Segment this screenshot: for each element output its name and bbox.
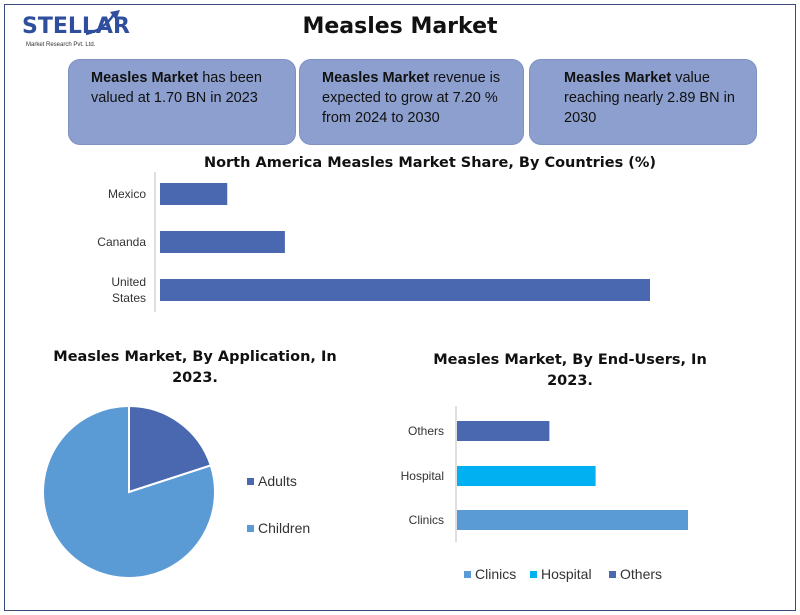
stat-card-valuation: Measles Market has been valued at 1.70 B… — [68, 59, 296, 145]
stellar-logo: STELLAR Market Research Pvt. Ltd. — [22, 8, 130, 54]
pie-slice-adults — [128, 404, 213, 494]
card-line2: valued at 1.70 BN in 2023 — [91, 90, 258, 106]
card-line1: revenue is — [429, 70, 501, 86]
card-line1: has been — [198, 70, 262, 86]
chart-title-endusers: Measles Market, By End-Users, In 2023. — [433, 352, 707, 389]
legend-swatch — [247, 525, 254, 532]
legend-swatch — [609, 571, 616, 578]
category-label: Hospital — [401, 469, 444, 483]
legend-label: Children — [258, 520, 310, 536]
legend-label: Clinics — [475, 566, 516, 582]
bar-mexico — [160, 183, 228, 205]
legend-swatch — [247, 478, 254, 485]
legend-label: Others — [620, 566, 662, 582]
pie-slice-children — [42, 404, 216, 579]
bar-clinics — [457, 510, 688, 530]
card-line2: reaching nearly 2.89 BN in — [564, 90, 735, 106]
logo-arrow-icon — [85, 10, 120, 36]
endusers-bar-chart: Others Hospital Clinics Clinics Hospital Othe… — [401, 406, 688, 582]
legend-swatch — [464, 571, 471, 578]
chart-title-countries: North America Measles Market Share, By C… — [203, 155, 657, 171]
stat-card-forecast: Measles Market value reaching nearly 2.8… — [529, 59, 757, 145]
logo-text: STELLAR — [22, 14, 130, 39]
stat-card-growth: Measles Market revenue is expected to gr… — [299, 59, 524, 145]
chart-title-application: Measles Market, By Application, In 2023. — [53, 349, 337, 386]
countries-bar-chart: Mexico Cananda United States — [97, 172, 650, 312]
card-line2: expected to grow at 7.20 % — [322, 90, 498, 106]
card-line1: value — [671, 70, 710, 86]
bar-cananda — [160, 231, 285, 253]
legend-label: Adults — [258, 473, 297, 489]
page-title: Measles Market — [302, 14, 498, 39]
category-label: Cananda — [97, 235, 146, 249]
bar-hospital — [457, 466, 596, 486]
category-label: Clinics — [409, 513, 444, 527]
bar-others — [457, 421, 550, 441]
card-bold: Measles Market — [564, 70, 672, 86]
legend-label: Hospital — [541, 566, 592, 582]
card-bold: Measles Market — [322, 70, 430, 86]
application-pie-chart: Adults Children — [42, 404, 310, 579]
category-label: Others — [408, 424, 444, 438]
card-bold: Measles Market — [91, 70, 199, 86]
card-line3: from 2024 to 2030 — [322, 110, 440, 126]
legend-swatch — [530, 571, 537, 578]
logo-subtitle: Market Research Pvt. Ltd. — [26, 42, 96, 48]
bar-united-states — [160, 279, 650, 301]
card-line3: 2030 — [564, 110, 597, 126]
category-label: United States — [111, 275, 146, 305]
category-label: Mexico — [108, 187, 146, 201]
page-frame — [4, 4, 796, 611]
